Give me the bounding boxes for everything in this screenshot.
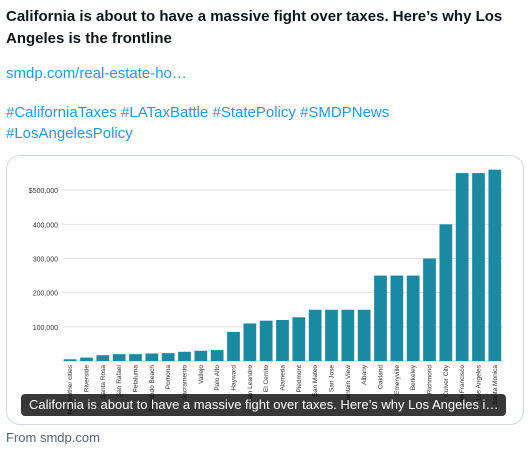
bar <box>439 224 453 361</box>
link-preview-card[interactable]: $500,000 400,000 300,000 200,000 100,000 Nort… <box>6 155 524 425</box>
hashtag-los-angeles-policy[interactable]: #LosAngelesPolicy <box>6 125 133 142</box>
bar <box>96 355 110 361</box>
bar <box>227 331 240 361</box>
y-tick-label: 100,000 <box>33 325 58 332</box>
bar <box>80 357 93 361</box>
x-tick-label: Los Angeles <box>476 364 483 400</box>
x-tick-label: Palo Alto <box>214 365 221 391</box>
bar <box>455 173 469 361</box>
hashtag-la-tax-battle[interactable]: #LATaxBattle <box>121 104 209 121</box>
x-tick-label: Santa Monica <box>492 365 499 405</box>
bar <box>374 275 387 361</box>
x-tick-label: Hayward <box>231 365 238 391</box>
bar <box>161 353 175 361</box>
x-tick-label: San Francisco <box>459 365 466 407</box>
bar-chart: $500,000 400,000 300,000 200,000 100,000 Nort… <box>29 169 503 414</box>
bar <box>259 320 273 361</box>
bar <box>178 351 191 361</box>
x-tick-label: El Cerrito <box>263 365 270 392</box>
bar <box>210 350 224 361</box>
source-label[interactable]: From smdp.com <box>6 430 100 445</box>
hashtag-california-taxes[interactable]: #CaliforniaTaxes <box>6 104 117 121</box>
x-tick-label: Berkeley <box>410 364 417 390</box>
x-tick-label: San Jose <box>329 365 336 392</box>
bar <box>292 317 306 361</box>
x-tick-label: Vallejo <box>198 365 205 384</box>
x-tick-label: Sacramento <box>182 365 189 400</box>
bar <box>423 258 436 361</box>
x-tick-label: Richmond <box>427 365 434 395</box>
x-tick-label: San Rafael <box>116 364 123 397</box>
hashtag-smdp-news[interactable]: #SMDPNews <box>300 104 390 121</box>
bar <box>406 275 420 361</box>
x-tick-label: Piedmont <box>296 365 303 393</box>
bar <box>145 353 159 361</box>
bar <box>112 354 126 361</box>
x-tick-label: Oakland <box>378 365 385 390</box>
bar <box>276 320 289 361</box>
x-tick-label: Petaluma <box>133 365 140 393</box>
bar <box>308 309 322 361</box>
bar <box>63 359 77 361</box>
x-tick-label: Albany <box>361 364 368 385</box>
post-text: California is about to have a massive fi… <box>6 8 503 47</box>
x-tick-label: North other cities <box>67 364 74 414</box>
card-caption: California is about to have a massive fi… <box>21 394 507 416</box>
bar <box>390 275 404 361</box>
bar <box>357 309 371 361</box>
bar <box>472 173 485 361</box>
y-tick-label: 200,000 <box>33 291 58 298</box>
hashtag-state-policy[interactable]: #StatePolicy <box>212 104 296 121</box>
x-tick-label: Alameda <box>280 365 287 391</box>
x-tick-label: Santa Rosa <box>100 365 107 399</box>
hashtag-list: #CaliforniaTaxes #LATaxBattle #StatePoli… <box>6 102 521 144</box>
x-tick-label: Pomona <box>165 365 172 390</box>
y-tick-label: 300,000 <box>33 257 58 264</box>
bar <box>341 309 355 361</box>
x-tick-label: Riverside <box>84 365 91 392</box>
x-tick-label: Emeryville <box>394 365 401 395</box>
x-tick-label: Redondo Beach <box>149 365 156 412</box>
y-tick-label: 400,000 <box>33 222 58 229</box>
bar <box>129 354 142 361</box>
x-tick-label: Mountain View <box>345 365 352 408</box>
bar <box>488 169 502 361</box>
article-link[interactable]: smdp.com/real-estate-ho… <box>6 65 187 82</box>
bar <box>243 323 257 361</box>
x-tick-label: San Leandro <box>247 365 254 403</box>
bar <box>325 309 338 361</box>
y-tick-label: $500,000 <box>29 188 58 195</box>
x-tick-label: San Mateo <box>312 365 319 397</box>
x-tick-label: Culver City <box>443 364 450 397</box>
bar <box>194 350 208 361</box>
